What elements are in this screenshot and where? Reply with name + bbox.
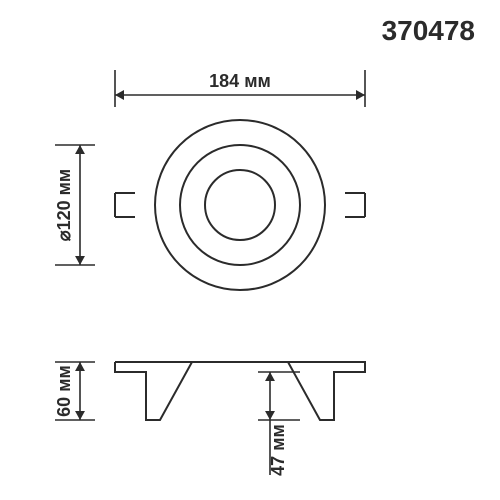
topview-tab-right xyxy=(345,193,365,217)
dim-height: 60 мм xyxy=(54,365,74,417)
topview-ring xyxy=(205,170,275,240)
dim-width: 184 мм xyxy=(209,71,271,91)
technical-drawing: 370478 184 мм ⌀120 мм 60 мм 47 мм xyxy=(0,0,500,500)
dim-diameter: ⌀120 мм xyxy=(54,169,74,242)
sku-label: 370478 xyxy=(382,15,475,46)
dim-inner-height: 47 мм xyxy=(268,424,288,476)
topview-ring xyxy=(180,145,300,265)
sideview-outline xyxy=(115,362,365,420)
topview-tab-left xyxy=(115,193,135,217)
